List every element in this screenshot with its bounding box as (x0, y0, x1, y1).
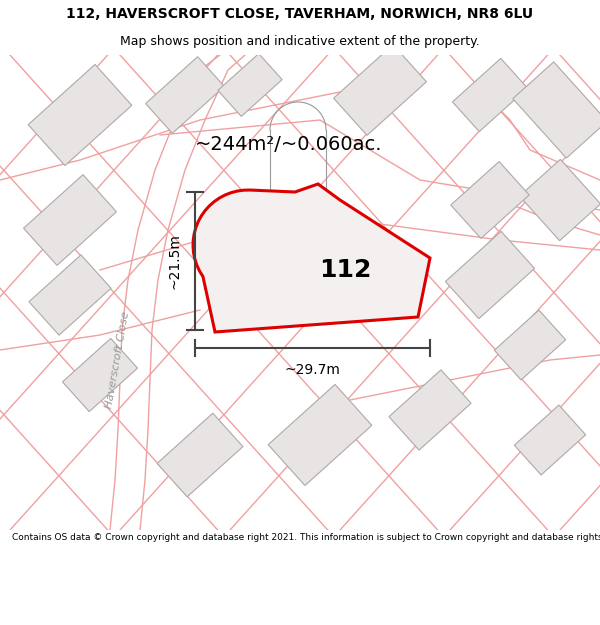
Text: ~244m²/~0.060ac.: ~244m²/~0.060ac. (195, 136, 383, 154)
Polygon shape (389, 370, 471, 450)
Text: ~29.7m: ~29.7m (284, 363, 340, 377)
Polygon shape (452, 58, 527, 132)
Text: 112: 112 (319, 258, 371, 282)
Text: Contains OS data © Crown copyright and database right 2021. This information is : Contains OS data © Crown copyright and d… (12, 533, 600, 542)
Polygon shape (268, 384, 372, 486)
Polygon shape (146, 57, 224, 133)
Polygon shape (28, 64, 132, 166)
Polygon shape (514, 405, 586, 475)
Polygon shape (520, 159, 600, 241)
Polygon shape (157, 413, 243, 497)
Text: Map shows position and indicative extent of the property.: Map shows position and indicative extent… (120, 35, 480, 48)
Text: 112, HAVERSCROFT CLOSE, TAVERHAM, NORWICH, NR8 6LU: 112, HAVERSCROFT CLOSE, TAVERHAM, NORWIC… (67, 7, 533, 21)
Text: ~21.5m: ~21.5m (167, 233, 181, 289)
Polygon shape (62, 338, 137, 412)
Polygon shape (445, 231, 535, 319)
Polygon shape (494, 310, 566, 380)
Polygon shape (23, 174, 116, 266)
Polygon shape (218, 54, 282, 116)
Polygon shape (513, 62, 600, 158)
Text: Haverscroft Close: Haverscroft Close (104, 311, 131, 409)
Polygon shape (193, 184, 430, 332)
Polygon shape (29, 255, 111, 335)
Polygon shape (334, 44, 427, 136)
Polygon shape (451, 161, 529, 239)
